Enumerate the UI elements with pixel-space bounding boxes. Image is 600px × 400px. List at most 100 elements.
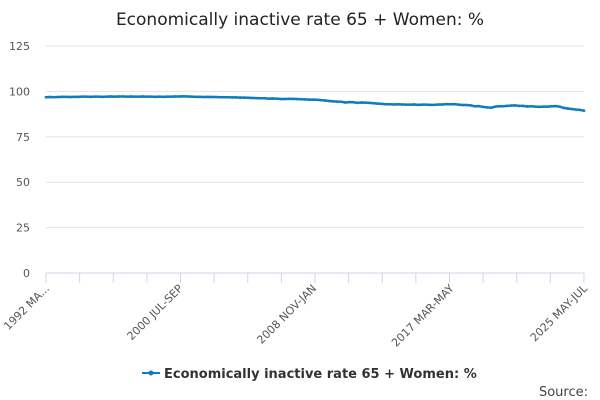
data-point[interactable] (222, 95, 226, 99)
data-point[interactable] (509, 104, 513, 107)
data-point[interactable] (388, 102, 392, 106)
data-point[interactable] (194, 95, 197, 99)
data-point[interactable] (493, 105, 497, 108)
data-point[interactable] (331, 100, 335, 103)
data-point[interactable] (335, 100, 339, 103)
data-point[interactable] (412, 103, 416, 106)
data-point[interactable] (534, 105, 537, 108)
data-point[interactable] (109, 95, 113, 98)
data-point[interactable] (505, 104, 509, 108)
data-point[interactable] (182, 95, 185, 98)
data-point[interactable] (303, 98, 307, 101)
data-point[interactable] (206, 95, 210, 99)
data-point[interactable] (360, 101, 363, 104)
data-point[interactable] (433, 103, 436, 107)
data-point[interactable] (376, 102, 380, 105)
data-point[interactable] (137, 95, 141, 98)
data-point[interactable] (44, 95, 48, 99)
data-point[interactable] (121, 95, 125, 98)
data-point[interactable] (52, 95, 56, 99)
data-point[interactable] (89, 95, 92, 99)
data-point[interactable] (218, 95, 222, 99)
data-point[interactable] (77, 95, 80, 99)
data-point[interactable] (558, 105, 562, 108)
data-point[interactable] (554, 104, 557, 108)
data-point[interactable] (157, 95, 161, 98)
data-point[interactable] (339, 100, 343, 104)
data-point[interactable] (319, 98, 323, 102)
data-point[interactable] (246, 96, 250, 100)
data-point[interactable] (267, 97, 270, 100)
data-point[interactable] (396, 102, 400, 106)
data-point[interactable] (392, 103, 396, 106)
data-point[interactable] (344, 101, 347, 104)
data-point[interactable] (538, 105, 541, 109)
data-point[interactable] (522, 104, 525, 108)
data-point[interactable] (352, 101, 355, 104)
data-point[interactable] (162, 95, 165, 99)
data-point[interactable] (327, 99, 331, 103)
data-point[interactable] (566, 107, 570, 110)
data-point[interactable] (372, 101, 375, 105)
data-point[interactable] (105, 95, 108, 98)
data-point[interactable] (526, 105, 529, 108)
data-point[interactable] (68, 95, 72, 99)
data-point[interactable] (48, 95, 52, 99)
data-point[interactable] (420, 103, 424, 106)
data-point[interactable] (404, 103, 408, 106)
data-point[interactable] (368, 101, 371, 105)
data-point[interactable] (542, 105, 545, 108)
data-point[interactable] (186, 95, 189, 98)
data-point[interactable] (287, 97, 291, 101)
data-point[interactable] (485, 106, 489, 109)
data-point[interactable] (133, 95, 137, 98)
data-point[interactable] (530, 104, 533, 108)
series-line[interactable] (44, 95, 586, 112)
legend-label[interactable]: Economically inactive rate 65 + Women: % (164, 367, 477, 382)
data-point[interactable] (457, 103, 460, 106)
data-point[interactable] (230, 96, 234, 99)
data-point[interactable] (416, 103, 420, 107)
data-point[interactable] (424, 103, 428, 106)
data-point[interactable] (315, 98, 319, 102)
data-point[interactable] (210, 95, 214, 99)
data-point[interactable] (570, 107, 574, 111)
data-point[interactable] (307, 98, 311, 101)
data-point[interactable] (149, 95, 153, 98)
data-point[interactable] (226, 95, 230, 99)
data-point[interactable] (428, 103, 432, 107)
data-point[interactable] (73, 95, 76, 99)
data-point[interactable] (93, 95, 96, 98)
data-point[interactable] (356, 101, 359, 105)
data-point[interactable] (279, 97, 282, 101)
data-point[interactable] (517, 104, 521, 108)
data-point[interactable] (497, 104, 501, 108)
data-point[interactable] (125, 95, 129, 98)
data-point[interactable] (174, 95, 177, 98)
data-point[interactable] (113, 95, 117, 98)
data-point[interactable] (477, 104, 481, 108)
data-point[interactable] (465, 103, 468, 107)
data-point[interactable] (546, 105, 549, 108)
data-point[interactable] (550, 104, 553, 108)
data-point[interactable] (56, 95, 60, 99)
data-point[interactable] (202, 95, 206, 99)
legend[interactable]: Economically inactive rate 65 + Women: % (142, 367, 477, 382)
data-point[interactable] (574, 108, 578, 111)
data-point[interactable] (60, 95, 64, 99)
data-point[interactable] (129, 95, 133, 98)
data-point[interactable] (578, 108, 582, 112)
data-point[interactable] (582, 109, 586, 112)
data-point[interactable] (141, 95, 145, 98)
data-point[interactable] (259, 97, 262, 100)
data-point[interactable] (275, 97, 278, 100)
data-point[interactable] (117, 95, 121, 98)
data-point[interactable] (166, 95, 169, 98)
data-point[interactable] (513, 104, 517, 107)
data-point[interactable] (481, 105, 485, 109)
data-point[interactable] (238, 96, 242, 99)
data-point[interactable] (295, 97, 299, 101)
data-point[interactable] (437, 103, 440, 106)
data-point[interactable] (263, 97, 266, 100)
data-point[interactable] (271, 97, 274, 100)
